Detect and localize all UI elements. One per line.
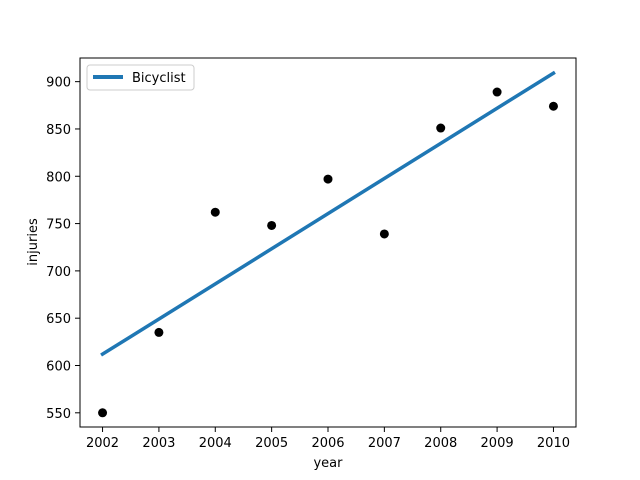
y-tick-label: 650 xyxy=(46,312,71,327)
plot-area xyxy=(98,70,558,418)
data-point-2004 xyxy=(210,207,220,217)
x-tick-label: 2004 xyxy=(199,436,232,451)
y-tick-label: 800 xyxy=(46,170,71,185)
trend-line-bicyclist xyxy=(100,70,556,357)
data-point-2006 xyxy=(323,174,333,184)
x-tick-label: 2006 xyxy=(311,436,344,451)
x-tick-label: 2008 xyxy=(424,436,457,451)
y-tick-label: 550 xyxy=(46,407,71,422)
x-tick-label: 2002 xyxy=(86,436,119,451)
legend-label-bicyclist: Bicyclist xyxy=(132,71,186,86)
data-point-2005 xyxy=(267,220,277,230)
x-tick-label: 2007 xyxy=(368,436,401,451)
legend-box xyxy=(86,64,195,91)
x-tick-label: 2010 xyxy=(537,436,570,451)
x-axis-title: year xyxy=(313,456,343,471)
data-point-2009 xyxy=(492,87,502,97)
y-axis-title: injuries xyxy=(26,218,41,266)
y-tick-label: 850 xyxy=(46,123,71,138)
y-tick-label: 750 xyxy=(46,218,71,233)
y-axis: 550 600 650 700 750 800 850 900 xyxy=(46,76,80,422)
data-point-2007 xyxy=(379,229,389,239)
data-point-2010 xyxy=(548,101,558,111)
data-point-2003 xyxy=(154,327,164,337)
x-tick-label: 2009 xyxy=(481,436,514,451)
legend: Bicyclist xyxy=(86,64,195,91)
y-tick-label: 900 xyxy=(46,76,71,91)
x-tick-label: 2005 xyxy=(255,436,288,451)
data-point-2002 xyxy=(98,408,108,418)
x-axis: 2002 2003 2004 2005 2006 2007 2008 2009 2010 xyxy=(86,427,570,451)
y-tick-label: 600 xyxy=(46,360,71,375)
x-tick-label: 2003 xyxy=(142,436,175,451)
data-point-2008 xyxy=(436,123,446,133)
y-tick-label: 700 xyxy=(46,265,71,280)
